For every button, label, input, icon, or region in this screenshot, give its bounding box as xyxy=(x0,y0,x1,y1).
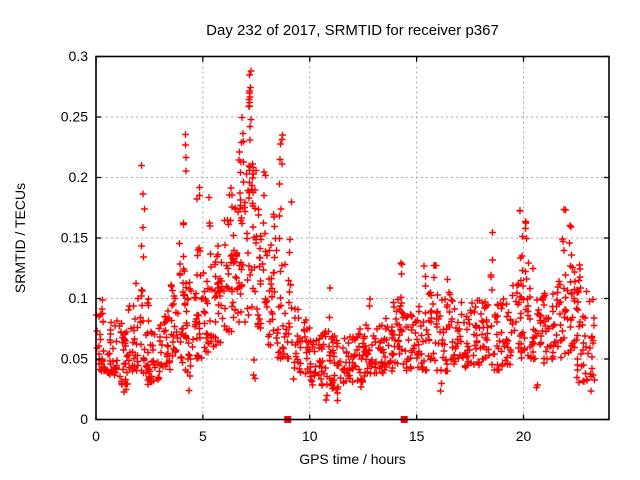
x-tick-label: 15 xyxy=(409,428,425,444)
y-tick-labels: 0 0.05 0.1 0.15 0.2 0.25 0.3 xyxy=(61,48,88,427)
y-tick-label: 0.3 xyxy=(69,48,89,64)
y-tick-label: 0 xyxy=(80,411,88,427)
scatter-plus-markers xyxy=(93,67,598,404)
plot-border xyxy=(95,55,610,421)
x-tick-labels: 0 5 10 15 20 xyxy=(92,428,531,444)
y-tick-label: 0.2 xyxy=(69,169,89,185)
x-tick-label: 5 xyxy=(199,428,207,444)
x-axis-label: GPS time / hours xyxy=(299,451,406,467)
x-tick-label: 0 xyxy=(92,428,100,444)
y-tick-label: 0.15 xyxy=(61,230,88,246)
x-tick-label: 10 xyxy=(302,428,318,444)
chart-title: Day 232 of 2017, SRMTID for receiver p36… xyxy=(206,22,499,39)
y-tick-label: 0.25 xyxy=(61,109,88,125)
x-tick-label: 20 xyxy=(516,428,532,444)
y-axis-label: SRMTID / TECUs xyxy=(12,183,28,293)
y-tick-label: 0.05 xyxy=(61,351,88,367)
y-tick-label: 0.1 xyxy=(69,290,89,306)
